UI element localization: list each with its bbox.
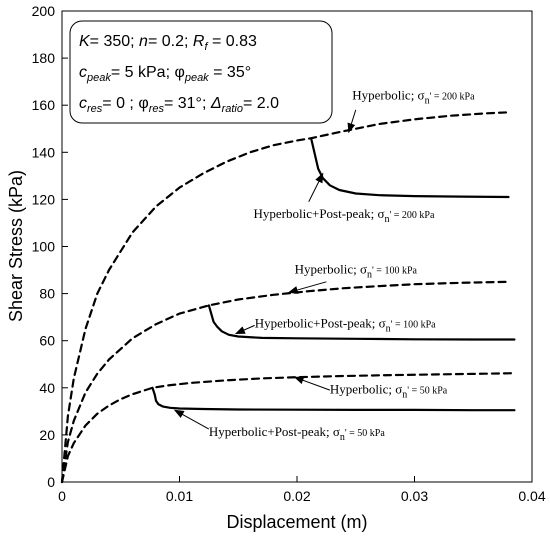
y-tick-label: 60 [39, 333, 55, 349]
parameter-line-2: cpeak= 5 kPa; φpeak = 35° [79, 64, 251, 84]
annotation-arrow-2 [287, 281, 327, 294]
annotation-label-2: Hyperbolic; σn' = 100 kPa [295, 262, 418, 281]
annotation-arrow-5 [173, 409, 210, 430]
parameter-box-frame [69, 20, 333, 124]
y-tick-label: 180 [32, 50, 56, 66]
y-tick-label: 120 [32, 191, 56, 207]
series-line-4 [60, 372, 516, 484]
annotation-label-5: Hyperbolic+Post-peak; σn' = 50 kPa [209, 424, 385, 443]
annotation-label-1: Hyperbolic+Post-peak; σn' = 200 kPa [254, 206, 435, 225]
y-tick-label: 160 [32, 97, 56, 113]
parameter-box: K= 350; n= 0.2; Rf = 0.83 cpeak= 5 kPa; … [69, 20, 333, 124]
x-tick-label: 0.01 [166, 488, 193, 504]
annotation-label-3: Hyperbolic+Post-peak; σn' = 100 kPa [255, 316, 436, 335]
annotation-label-0: Hyperbolic; σn' = 200 kPa [352, 87, 475, 106]
annotation-arrow-1 [308, 172, 324, 202]
axis-ticks: 0 0.01 0.02 0.03 0.04 0 20 40 60 80 100 120 140 160 18… [32, 3, 546, 504]
y-tick-label: 140 [32, 144, 56, 160]
series-line-5 [151, 386, 516, 412]
parameter-line-3: cres= 0 ; φres= 31°; Δratio= 2.0 [79, 95, 279, 115]
parameter-line-1: K= 350; n= 0.2; Rf = 0.83 [79, 33, 257, 53]
x-tick-label: 0.04 [518, 488, 545, 504]
y-tick-label: 40 [39, 380, 55, 396]
y-tick-label: 0 [47, 474, 55, 490]
y-tick-label: 100 [32, 239, 56, 255]
y-axis-title: Shear Stress (kPa) [6, 170, 26, 322]
y-tick-label: 20 [39, 427, 55, 443]
annotation-arrow-4 [293, 376, 331, 391]
annotation-label-4: Hyperbolic; σn' = 50 kPa [330, 382, 448, 401]
annotation-group: Hyperbolic; σn' = 200 kPa Hyperbolic+Post… [173, 87, 475, 443]
x-tick-label: 0 [58, 488, 66, 504]
x-axis-title: Displacement (m) [226, 512, 367, 532]
x-tick-label: 0.03 [401, 488, 428, 504]
annotation-arrow-3 [234, 324, 255, 335]
y-tick-label: 200 [32, 3, 56, 19]
series-line-0 [60, 111, 510, 484]
x-tick-label: 0.02 [283, 488, 310, 504]
annotation-arrow-0 [347, 109, 357, 134]
series-line-2 [60, 280, 510, 484]
series-line-3 [207, 304, 516, 341]
y-tick-label: 80 [39, 286, 55, 302]
